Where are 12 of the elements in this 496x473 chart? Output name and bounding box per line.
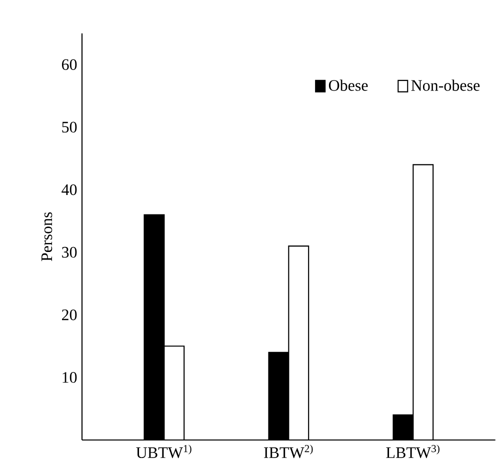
y-tick-label: 10: [62, 372, 77, 383]
y-tick-label: 40: [62, 184, 77, 196]
x-tick-label: LBTW$^{3)}$: [386, 444, 440, 458]
legend-label: Obese: [328, 80, 368, 91]
y-tick-label: 60: [62, 59, 77, 70]
y-tick-label: 50: [62, 122, 77, 133]
x-tick-label: UBTW$^{1)}$: [136, 444, 192, 458]
legend-label: Non-obese: [411, 80, 480, 91]
y-tick-label: 30: [62, 246, 77, 258]
y-tick-label: 20: [62, 309, 77, 320]
x-tick-label: IBTW$^{2)}$: [264, 444, 313, 458]
y-axis-title: Persons: [42, 212, 52, 262]
